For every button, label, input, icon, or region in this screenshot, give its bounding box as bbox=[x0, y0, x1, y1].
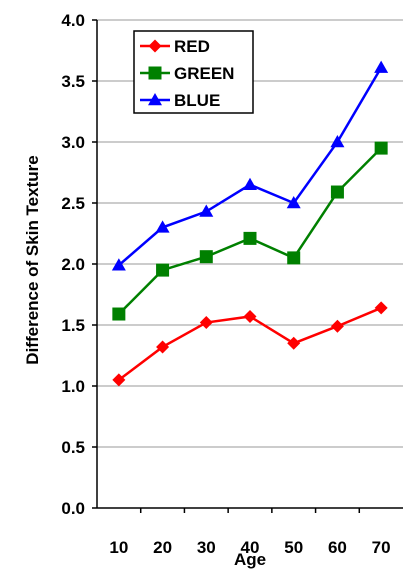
y-tick-label: 2.5 bbox=[61, 194, 85, 213]
y-axis-label: Difference of Skin Texture bbox=[23, 155, 42, 364]
axes bbox=[92, 19, 403, 513]
x-tick-label: 60 bbox=[328, 538, 347, 557]
x-tick-label: 20 bbox=[153, 538, 172, 557]
y-tick-label: 4.0 bbox=[61, 11, 85, 30]
x-tick-label: 40 bbox=[241, 538, 260, 557]
y-tick-label: 0.5 bbox=[61, 438, 85, 457]
legend-label-green: GREEN bbox=[174, 64, 234, 83]
data-point-green bbox=[330, 185, 344, 199]
data-point-blue bbox=[199, 204, 214, 217]
data-point-blue bbox=[155, 220, 170, 233]
y-tick-label: 1.5 bbox=[61, 316, 85, 335]
data-point-green bbox=[112, 307, 126, 321]
data-point-green bbox=[156, 263, 170, 277]
y-tick-label: 2.0 bbox=[61, 255, 85, 274]
data-point-red bbox=[156, 340, 170, 354]
tick-labels: 0.0 0.5 1.0 1.5 2.0 2.5 3.0 3.5 4.0 10 20 30 40 50 60 7… bbox=[61, 11, 390, 557]
legend-marker-red bbox=[148, 39, 162, 53]
x-tick-label: 30 bbox=[197, 538, 216, 557]
legend-label-red: RED bbox=[174, 37, 210, 56]
data-point-green bbox=[287, 251, 301, 265]
data-point-red bbox=[112, 373, 126, 387]
data-point-red bbox=[374, 301, 388, 315]
legend-marker-green bbox=[148, 66, 162, 80]
data-point-blue bbox=[243, 177, 257, 190]
x-tick-label: 70 bbox=[372, 538, 391, 557]
data-point-blue bbox=[374, 60, 389, 73]
legend-marker-blue bbox=[148, 93, 162, 106]
legend-label-blue: BLUE bbox=[174, 91, 220, 110]
data-point-red bbox=[243, 309, 257, 323]
data-point-green bbox=[243, 231, 257, 245]
data-point-red bbox=[199, 316, 213, 330]
x-tick-label: 50 bbox=[284, 538, 303, 557]
data-point-red bbox=[330, 319, 344, 333]
data-point-blue bbox=[286, 196, 301, 209]
y-tick-label: 1.0 bbox=[61, 377, 85, 396]
y-tick-label: 3.0 bbox=[61, 133, 85, 152]
series-group bbox=[111, 60, 389, 387]
data-point-red bbox=[287, 336, 301, 350]
y-tick-label: 0.0 bbox=[61, 499, 85, 518]
legend: RED GREEN BLUE bbox=[133, 30, 254, 114]
data-point-blue bbox=[111, 258, 126, 271]
data-point-blue bbox=[330, 135, 345, 148]
y-tick-label: 3.5 bbox=[61, 72, 85, 91]
data-point-green bbox=[374, 141, 388, 155]
x-axis-label: Age bbox=[234, 550, 266, 569]
x-tick-label: 10 bbox=[109, 538, 128, 557]
data-point-green bbox=[199, 250, 213, 264]
